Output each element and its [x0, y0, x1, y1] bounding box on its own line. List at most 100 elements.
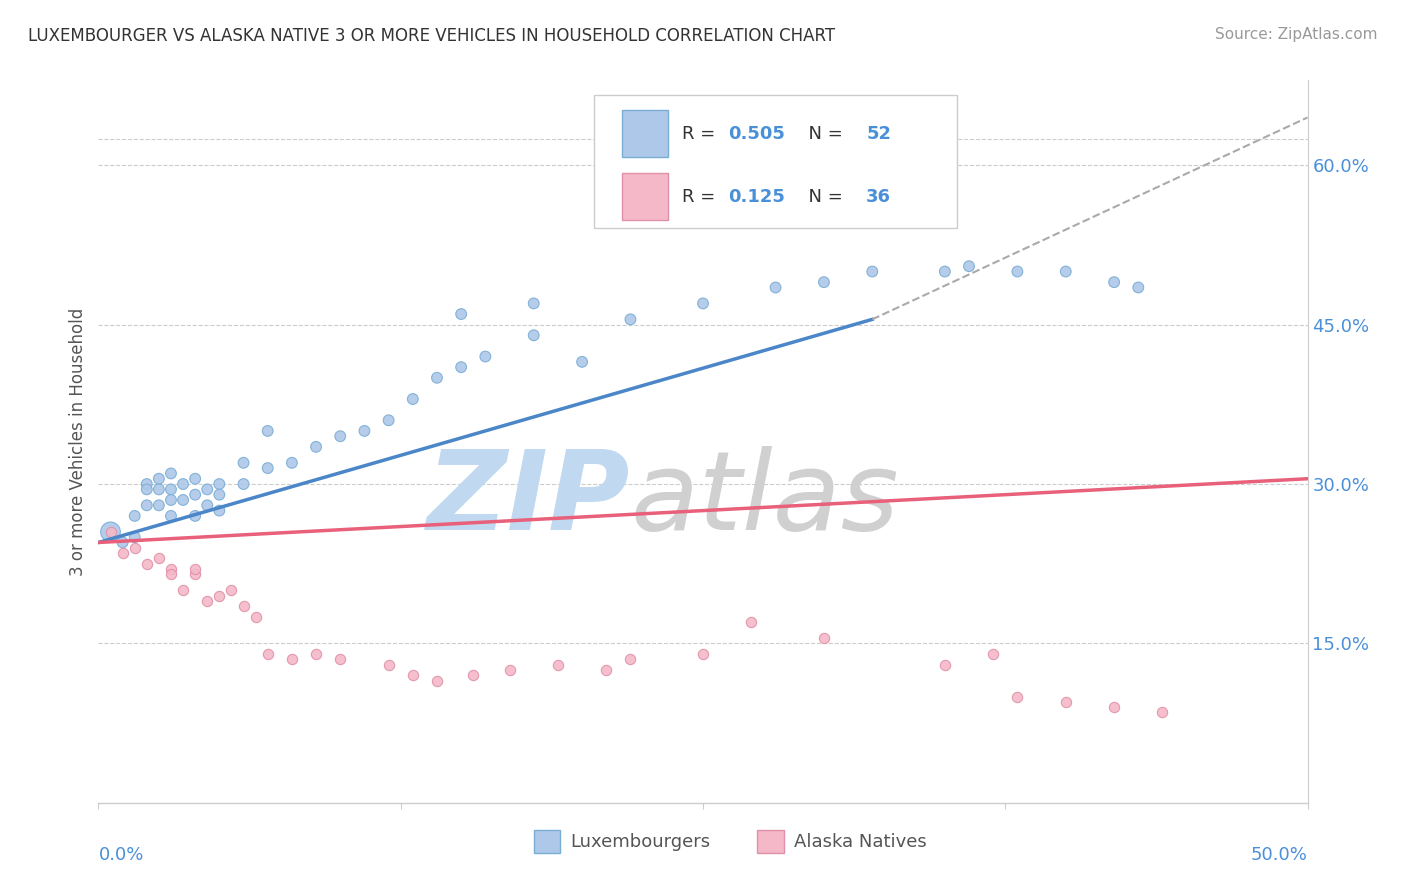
Point [148, 551, 170, 566]
Text: N =: N = [797, 125, 849, 143]
Point [1007, 264, 1029, 278]
FancyBboxPatch shape [621, 173, 668, 220]
Point [232, 456, 254, 470]
Text: 36: 36 [866, 188, 891, 206]
Point [281, 652, 304, 666]
Point [571, 355, 593, 369]
Point [934, 264, 956, 278]
Point [124, 541, 146, 555]
Point [523, 328, 546, 343]
Point [100, 524, 122, 539]
Point [208, 503, 231, 517]
Point [160, 493, 183, 508]
Point [523, 296, 546, 310]
Text: Source: ZipAtlas.com: Source: ZipAtlas.com [1215, 27, 1378, 42]
Point [1054, 264, 1077, 278]
Point [135, 477, 157, 491]
Point [208, 477, 231, 491]
Point [1128, 280, 1150, 294]
Point [426, 673, 449, 688]
Point [135, 557, 157, 571]
Point [765, 280, 787, 294]
FancyBboxPatch shape [534, 830, 561, 854]
Point [135, 483, 157, 497]
Point [208, 589, 231, 603]
Point [402, 392, 425, 406]
Text: ZIP: ZIP [427, 446, 630, 553]
Point [160, 467, 183, 481]
Text: LUXEMBOURGER VS ALASKA NATIVE 3 OR MORE VEHICLES IN HOUSEHOLD CORRELATION CHART: LUXEMBOURGER VS ALASKA NATIVE 3 OR MORE … [28, 27, 835, 45]
Point [377, 657, 399, 672]
FancyBboxPatch shape [595, 95, 957, 228]
Point [184, 508, 207, 523]
Point [160, 508, 183, 523]
Point [860, 264, 883, 278]
Text: Alaska Natives: Alaska Natives [793, 833, 927, 851]
Point [305, 440, 328, 454]
Point [813, 275, 835, 289]
Text: R =: R = [682, 188, 727, 206]
Text: 0.125: 0.125 [728, 188, 786, 206]
Point [450, 360, 472, 375]
Point [463, 668, 485, 682]
Point [498, 663, 520, 677]
Point [256, 647, 278, 661]
Text: R =: R = [682, 125, 721, 143]
Point [692, 296, 714, 310]
Point [813, 631, 835, 645]
Point [111, 535, 134, 549]
Text: 0.505: 0.505 [728, 125, 786, 143]
Point [1102, 275, 1125, 289]
Point [232, 477, 254, 491]
Point [1152, 706, 1174, 720]
Point [135, 498, 157, 512]
Text: atlas: atlas [630, 446, 898, 553]
FancyBboxPatch shape [621, 111, 668, 157]
Point [232, 599, 254, 614]
Point [329, 429, 352, 443]
Point [619, 312, 641, 326]
Point [957, 259, 980, 273]
Point [172, 583, 194, 598]
Point [184, 567, 207, 582]
Point [256, 461, 278, 475]
Point [195, 594, 218, 608]
Point [1007, 690, 1029, 704]
Point [160, 562, 183, 576]
Point [221, 583, 243, 598]
Point [450, 307, 472, 321]
Point [547, 657, 569, 672]
Point [377, 413, 399, 427]
Point [124, 508, 146, 523]
Point [111, 546, 134, 560]
Point [195, 498, 218, 512]
Point [934, 657, 956, 672]
Point [172, 493, 194, 508]
Point [402, 668, 425, 682]
Point [100, 524, 122, 539]
Point [184, 488, 207, 502]
Text: N =: N = [797, 188, 849, 206]
Text: 50.0%: 50.0% [1251, 847, 1308, 864]
Point [353, 424, 375, 438]
Point [184, 562, 207, 576]
Point [148, 483, 170, 497]
Point [619, 652, 641, 666]
Text: Luxembourgers: Luxembourgers [569, 833, 710, 851]
Point [256, 424, 278, 438]
Point [692, 647, 714, 661]
Point [195, 483, 218, 497]
Text: 0.0%: 0.0% [98, 847, 143, 864]
Point [281, 456, 304, 470]
Point [160, 483, 183, 497]
Text: 52: 52 [866, 125, 891, 143]
Point [184, 472, 207, 486]
Point [208, 488, 231, 502]
Point [245, 610, 267, 624]
Point [1102, 700, 1125, 714]
Point [172, 477, 194, 491]
FancyBboxPatch shape [758, 830, 785, 854]
Point [474, 350, 496, 364]
Point [305, 647, 328, 661]
Point [595, 663, 617, 677]
